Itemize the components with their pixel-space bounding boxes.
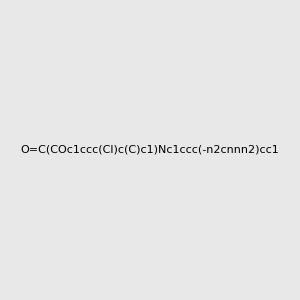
Text: O=C(COc1ccc(Cl)c(C)c1)Nc1ccc(-n2cnnn2)cc1: O=C(COc1ccc(Cl)c(C)c1)Nc1ccc(-n2cnnn2)cc… <box>21 145 279 155</box>
